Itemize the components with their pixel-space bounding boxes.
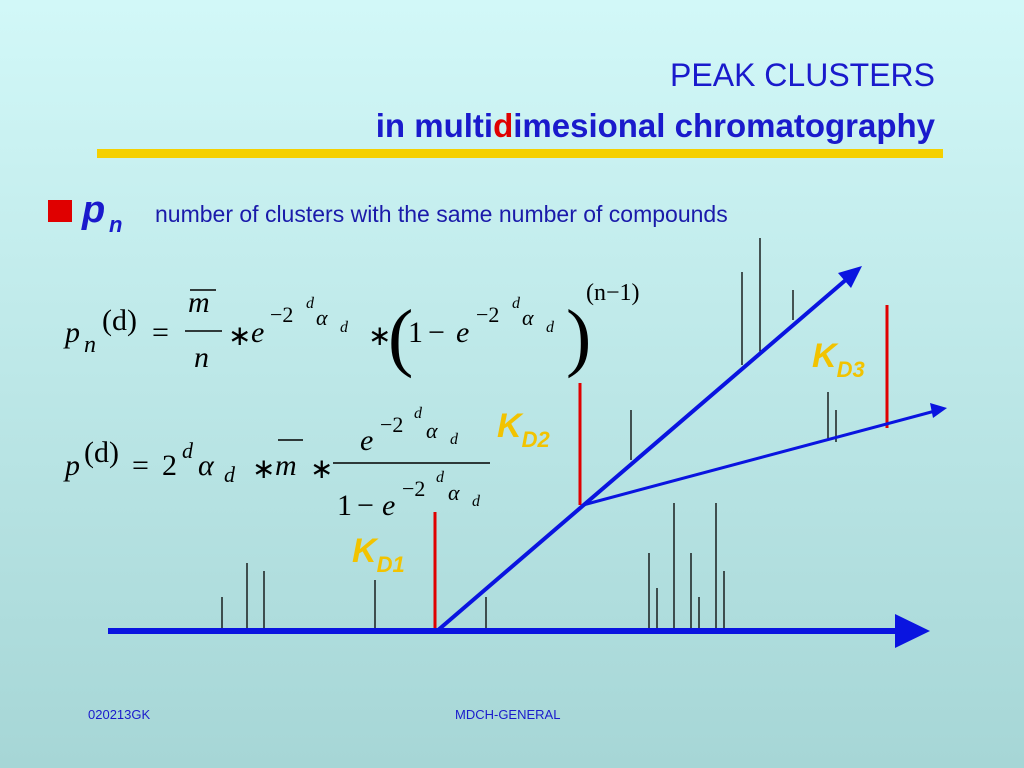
subtitle-part: in multi: [376, 107, 493, 144]
k-labels: KD1 KD2 KD3: [352, 337, 865, 577]
formula-part: ∗: [310, 454, 333, 485]
arrowhead: [895, 614, 930, 648]
formula-part: d: [472, 493, 481, 510]
formula-part: d: [182, 438, 194, 463]
formula-part: −: [428, 316, 445, 349]
formula-part: ∗: [368, 321, 391, 352]
formula-part: e: [360, 424, 373, 457]
formula-part: α: [448, 480, 460, 505]
k-label: KD1: [352, 532, 405, 577]
k-sub: D1: [377, 552, 405, 577]
title: PEAK CLUSTERS: [670, 57, 935, 93]
formula-part: n: [84, 332, 96, 358]
formula-part: α: [522, 305, 534, 330]
formula-part: d: [450, 431, 459, 448]
formula-part: =: [152, 316, 169, 349]
subtitle-part: imesional chromatography: [513, 107, 935, 144]
subtitle-part: d: [493, 107, 513, 144]
k-main: K: [352, 532, 379, 570]
axis: [435, 276, 850, 633]
formula-part: d: [306, 295, 315, 312]
formula-part: p: [63, 316, 80, 349]
formula-part: −2: [270, 302, 293, 327]
bullet-symbol: p: [81, 189, 105, 231]
formula: p (d) = 2 d α d ∗ m ∗ e −2 d α d 1 − e −…: [63, 405, 490, 522]
formula-part: α: [198, 449, 215, 482]
axes: [108, 266, 947, 648]
k-label: KD2: [497, 407, 550, 452]
k-main: K: [497, 407, 524, 445]
formula-part: ∗: [228, 321, 251, 352]
formula-part: ∗: [252, 454, 275, 485]
formula-part: m: [188, 286, 210, 319]
formula-part: (d): [84, 436, 119, 469]
formula-part: α: [316, 305, 328, 330]
formula-part: e: [251, 316, 264, 349]
formula-part: d: [224, 462, 236, 487]
subtitle: in multidimesional chromatography: [376, 107, 936, 144]
k-main: K: [812, 337, 839, 375]
bullet-subscript: n: [109, 212, 122, 237]
formula-part: d: [512, 295, 521, 312]
formula-part: 2: [162, 449, 177, 482]
footer-left: 020213GK: [88, 707, 150, 722]
formula-part: (: [388, 295, 413, 379]
formula-part: d: [414, 405, 423, 422]
bullet-square: [48, 200, 72, 222]
formula-part: p: [63, 449, 80, 482]
formula-part: (d): [102, 304, 137, 337]
formula-part: e: [382, 489, 395, 522]
formula-part: n: [194, 341, 209, 374]
formula-part: −2: [402, 476, 425, 501]
formula-part: =: [132, 449, 149, 482]
formula-part: d: [546, 319, 555, 336]
formula-part: (n−1): [586, 280, 640, 306]
arrowhead: [930, 403, 947, 418]
formula-part: −2: [380, 412, 403, 437]
k-sub: D3: [837, 357, 865, 382]
formula-part: d: [436, 469, 445, 486]
formula-part: 1: [337, 489, 352, 522]
formula-part: e: [456, 316, 469, 349]
peaks: [221, 238, 837, 631]
bullet-text: number of clusters with the same number …: [155, 201, 728, 227]
formula-part: α: [426, 418, 438, 443]
formula: p n (d) = m n ∗ e −2 d α d ∗ ( 1 − e −2 …: [63, 280, 640, 379]
arrowhead: [838, 266, 862, 288]
formula-part: −: [357, 489, 374, 522]
thresholds: [433, 305, 889, 631]
k-sub: D2: [522, 427, 551, 452]
formula-part: −2: [476, 302, 499, 327]
formula-part: m: [275, 449, 297, 482]
axis: [582, 409, 936, 507]
formula-part: d: [340, 319, 349, 336]
formula-part: ): [566, 295, 591, 379]
rule: [97, 149, 943, 158]
k-label: KD3: [812, 337, 865, 382]
footer-center: MDCH-GENERAL: [455, 707, 560, 722]
formula-part: 1: [408, 316, 423, 349]
